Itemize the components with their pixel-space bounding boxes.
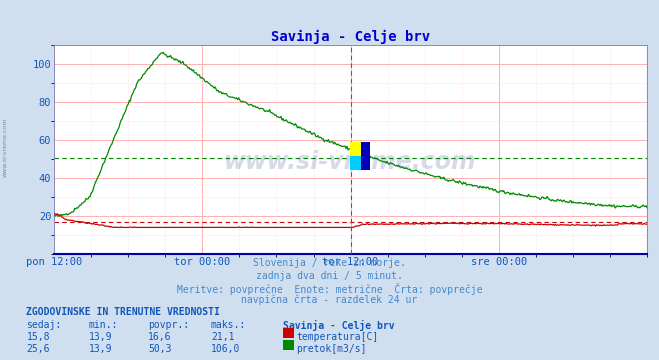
Text: min.:: min.: [89, 320, 119, 330]
Text: navpična črta - razdelek 24 ur: navpična črta - razdelek 24 ur [241, 294, 418, 305]
Bar [361, 142, 370, 170]
Bar [350, 142, 361, 156]
Text: www.si-vreme.com: www.si-vreme.com [3, 118, 8, 177]
Text: 50,3: 50,3 [148, 344, 172, 354]
Text: www.si-vreme.com: www.si-vreme.com [224, 150, 477, 174]
Text: sedaj:: sedaj: [26, 320, 61, 330]
Text: povpr.:: povpr.: [148, 320, 189, 330]
Text: Slovenija / reke in morje.: Slovenija / reke in morje. [253, 258, 406, 269]
Text: 21,1: 21,1 [211, 332, 235, 342]
Text: zadnja dva dni / 5 minut.: zadnja dva dni / 5 minut. [256, 271, 403, 281]
Text: ZGODOVINSKE IN TRENUTNE VREDNOSTI: ZGODOVINSKE IN TRENUTNE VREDNOSTI [26, 307, 220, 317]
Text: 106,0: 106,0 [211, 344, 241, 354]
Text: 13,9: 13,9 [89, 344, 113, 354]
Text: Meritve: povprečne  Enote: metrične  Črta: povprečje: Meritve: povprečne Enote: metrične Črta:… [177, 283, 482, 294]
Text: 16,6: 16,6 [148, 332, 172, 342]
Title: Savinja - Celje brv: Savinja - Celje brv [271, 30, 430, 44]
Text: pretok[m3/s]: pretok[m3/s] [297, 344, 367, 354]
Bar [350, 156, 361, 170]
Text: maks.:: maks.: [211, 320, 246, 330]
Text: 25,6: 25,6 [26, 344, 50, 354]
Text: 15,8: 15,8 [26, 332, 50, 342]
Text: Savinja - Celje brv: Savinja - Celje brv [283, 320, 395, 331]
Text: 13,9: 13,9 [89, 332, 113, 342]
Text: temperatura[C]: temperatura[C] [297, 332, 379, 342]
